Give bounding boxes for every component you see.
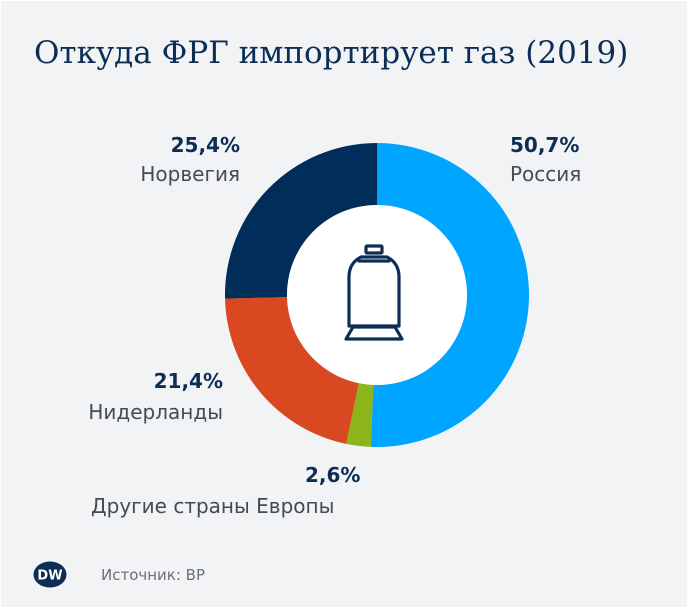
donut-slice-netherlands: [225, 297, 359, 444]
label-other-value: 2,6%: [305, 463, 361, 487]
label-russia-value: 50,7%: [510, 133, 580, 157]
source-note: Источник: BP: [101, 566, 206, 584]
donut-slice-russia: [370, 143, 529, 447]
gas-cylinder-icon: [344, 244, 404, 341]
donut-slice-other: [346, 383, 374, 447]
label-norway-value: 25,4%: [170, 133, 240, 157]
label-russia-name: Россия: [510, 162, 582, 186]
donut-hole: [287, 205, 467, 385]
label-netherlands-name: Нидерланды: [88, 400, 223, 424]
dw-logo: DW: [33, 561, 67, 588]
chart-title: Откуда ФРГ импортирует газ (2019): [34, 35, 629, 71]
dw-logo-text: DW: [37, 569, 62, 584]
label-norway-name: Норвегия: [140, 162, 240, 186]
donut-slice-norway: [224, 143, 377, 299]
label-other-name: Другие страны Европы: [91, 494, 335, 518]
donut-slices: [224, 143, 529, 447]
label-netherlands-value: 21,4%: [153, 369, 223, 393]
